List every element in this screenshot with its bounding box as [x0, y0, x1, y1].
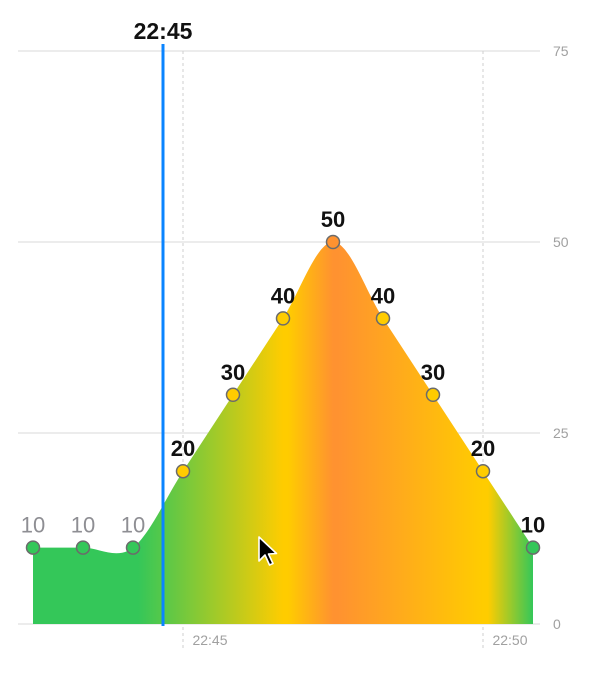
y-axis-ticks: 0 25 50 75 [553, 43, 569, 632]
x-tick-label: 22:50 [492, 632, 527, 648]
data-labels: 10 10 10 20 30 40 50 40 30 20 10 [21, 207, 545, 538]
data-point [75, 540, 91, 555]
data-label: 30 [421, 360, 445, 385]
data-points [25, 234, 541, 555]
y-tick-label: 75 [553, 43, 569, 59]
mouse-pointer-icon [258, 536, 278, 566]
data-label: 20 [471, 436, 495, 461]
data-point [475, 463, 491, 479]
data-label: 40 [371, 283, 395, 308]
data-label: 10 [21, 513, 45, 538]
data-label: 50 [321, 207, 345, 232]
data-label: 40 [271, 283, 295, 308]
y-tick-label: 0 [553, 616, 561, 632]
data-point [25, 540, 41, 555]
data-point [375, 311, 391, 326]
y-tick-label: 25 [553, 425, 569, 441]
data-point [125, 540, 141, 555]
data-point [275, 311, 291, 326]
data-label: 20 [171, 436, 195, 461]
data-point [425, 387, 441, 403]
data-label: 10 [71, 513, 95, 538]
data-label: 30 [221, 360, 245, 385]
data-point [525, 540, 541, 555]
x-tick-label: 22:45 [192, 632, 227, 648]
data-label: 10 [521, 513, 545, 538]
data-point [225, 387, 241, 403]
y-tick-label: 50 [553, 234, 569, 250]
cursor-time-label: 22:45 [134, 18, 193, 44]
x-axis-ticks: 22:45 22:50 [192, 632, 527, 648]
area-fill [33, 242, 533, 624]
data-point [325, 234, 341, 250]
data-label: 10 [121, 513, 145, 538]
data-point [175, 463, 191, 479]
